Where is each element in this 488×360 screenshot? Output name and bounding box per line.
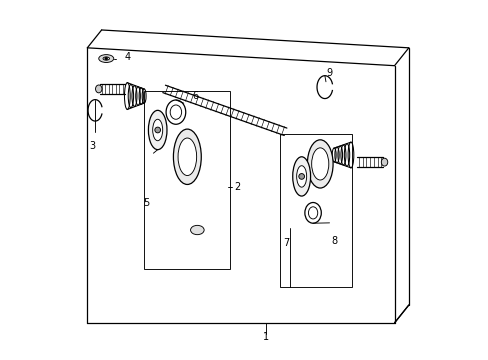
Ellipse shape: [381, 158, 387, 166]
Circle shape: [298, 174, 304, 179]
Ellipse shape: [292, 157, 310, 196]
Ellipse shape: [307, 140, 332, 188]
Text: 9: 9: [326, 68, 332, 78]
Text: 3: 3: [89, 141, 95, 151]
Ellipse shape: [99, 55, 114, 63]
Circle shape: [155, 127, 160, 133]
Ellipse shape: [178, 138, 196, 176]
Ellipse shape: [152, 119, 163, 141]
Ellipse shape: [311, 148, 328, 180]
Ellipse shape: [170, 105, 181, 119]
Ellipse shape: [148, 111, 166, 150]
Text: 4: 4: [124, 52, 131, 62]
Bar: [280, 134, 351, 287]
Ellipse shape: [173, 129, 201, 184]
Text: 6: 6: [192, 91, 199, 101]
Text: 8: 8: [331, 236, 337, 246]
Text: 1: 1: [263, 332, 268, 342]
Bar: [144, 91, 230, 269]
Ellipse shape: [103, 57, 109, 60]
Ellipse shape: [190, 225, 203, 235]
Text: 2: 2: [233, 182, 240, 192]
Text: 7: 7: [283, 238, 289, 248]
Ellipse shape: [308, 207, 317, 219]
Ellipse shape: [95, 85, 102, 93]
Ellipse shape: [296, 166, 306, 187]
Text: 5: 5: [143, 198, 149, 208]
Circle shape: [104, 57, 107, 60]
